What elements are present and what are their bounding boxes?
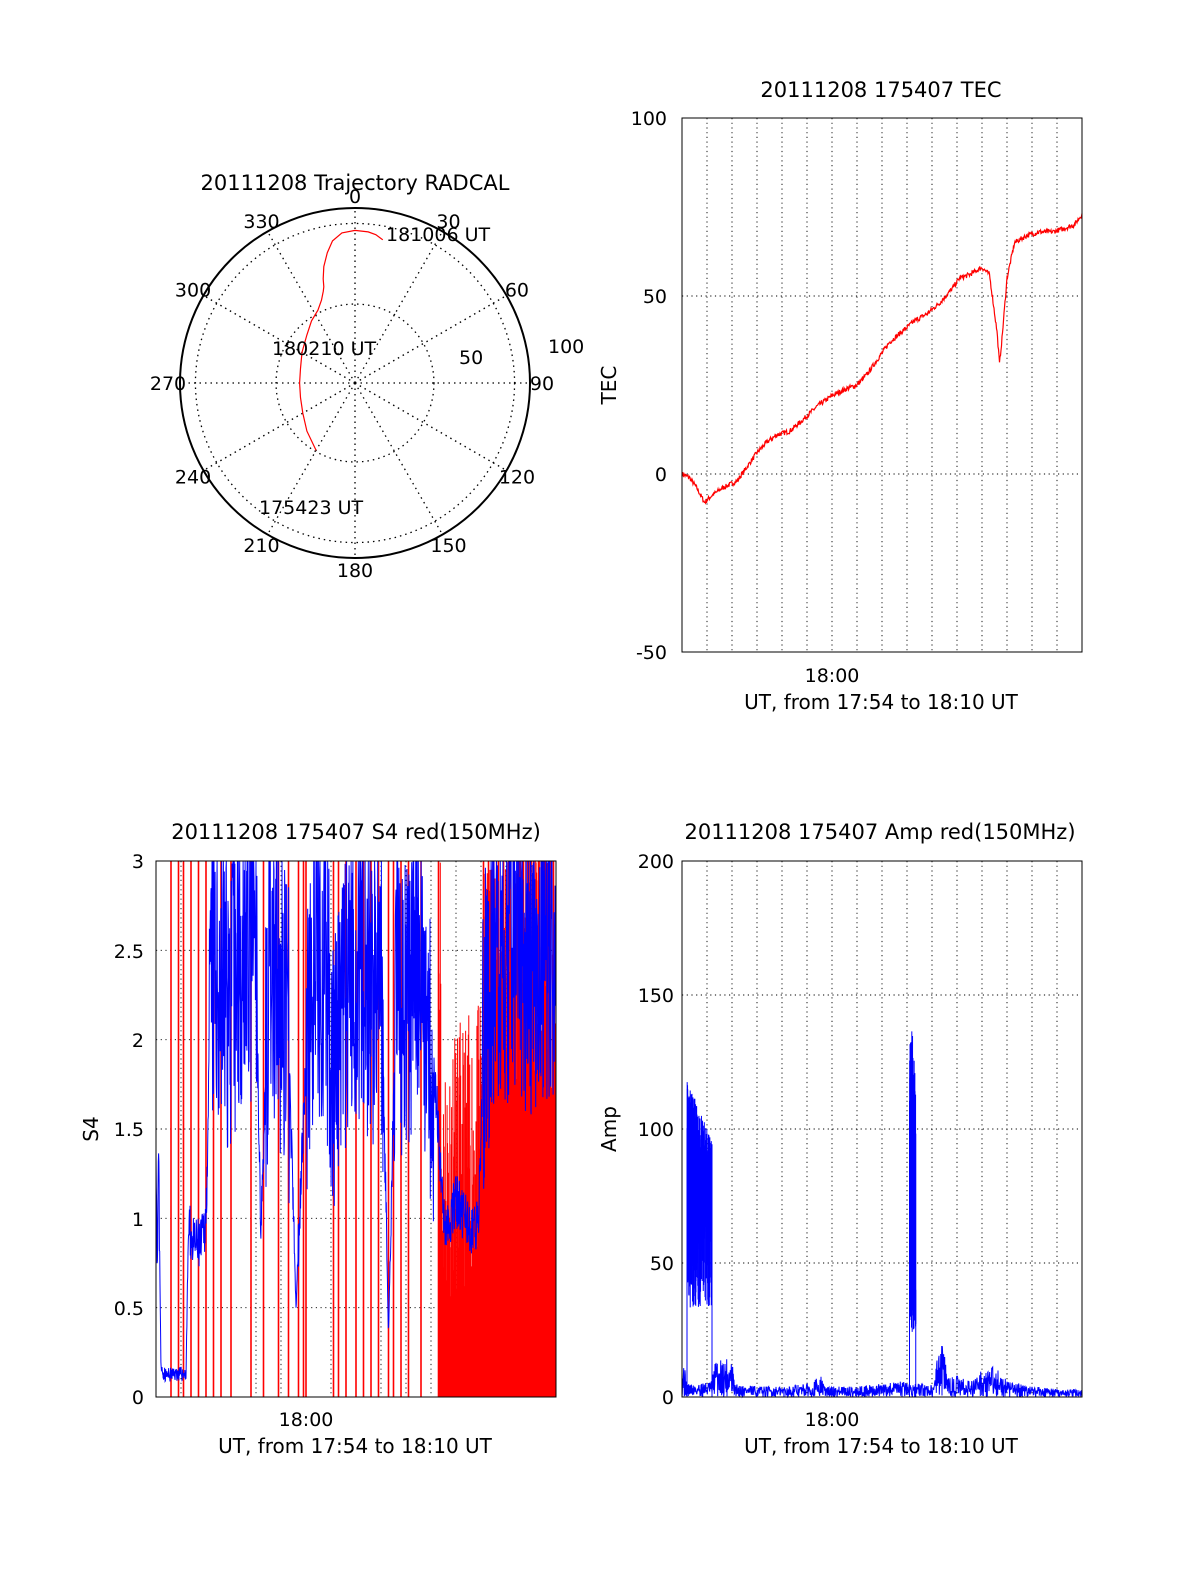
trajectory-line [298, 229, 384, 451]
polar-angle-label-120: 120 [499, 467, 535, 489]
s4-xtick-1800: 18:00 [279, 1409, 334, 1431]
tec-ytick-0: 0 [655, 464, 667, 486]
polar-angle-label-30: 30 [436, 211, 460, 233]
tec-ytick-50: 50 [643, 286, 667, 308]
amp-baseline-line [681, 1345, 1083, 1399]
amp-plot: 20111208 175407 Amp red(150MHz) 200 150 … [597, 820, 1083, 1458]
polar-angle-label-210: 210 [243, 535, 279, 557]
polar-grid [179, 207, 531, 559]
s4-ytick-1_5: 1.5 [114, 1119, 144, 1141]
tec-plot: 20111208 175407 TEC 100 50 0 -50 18:00 U… [597, 78, 1083, 714]
polar-angle-label-0: 0 [349, 186, 361, 208]
tec-ytick-neg50: -50 [636, 642, 667, 664]
polar-spoke-30 [354, 231, 444, 384]
amp-grid [682, 861, 1082, 1397]
s4-ytick-1: 1 [132, 1209, 144, 1231]
polar-angle-label-240: 240 [175, 467, 211, 489]
polar-angle-labels: 0 30 60 90 120 150 180 210 240 270 300 330 [150, 186, 554, 582]
s4-ytick-2: 2 [132, 1030, 144, 1052]
amp-title: 20111208 175407 Amp red(150MHz) [684, 820, 1075, 844]
annotation-end-time: 181006 UT [386, 224, 490, 246]
polar-ring-0 [275, 303, 435, 463]
polar-angle-label-180: 180 [337, 560, 373, 582]
polar-spoke-150 [354, 382, 444, 535]
amp-blue-series [681, 1031, 1083, 1399]
tec-line [681, 213, 1083, 505]
polar-angle-label-330: 330 [243, 211, 279, 233]
tec-ytick-100: 100 [631, 108, 667, 130]
amp-frame [681, 860, 1083, 1398]
polar-angle-label-60: 60 [505, 280, 529, 302]
s4-plot: 20111208 175407 S4 red(150MHz) 3 2.5 2 1… [79, 820, 557, 1458]
amp-ytick-0: 0 [662, 1387, 674, 1409]
trajectory-polar-plot: 20111208 Trajectory RADCAL 0 30 60 90 120 150… [150, 171, 584, 582]
tec-frame [681, 117, 1083, 653]
annotation-mid-time: 180210 UT [272, 338, 376, 360]
amp-ytick-200: 200 [638, 851, 674, 873]
tec-series [681, 213, 1083, 505]
s4-title: 20111208 175407 S4 red(150MHz) [171, 820, 541, 844]
radius-label-50: 50 [459, 347, 483, 369]
polar-title: 20111208 Trajectory RADCAL [201, 171, 510, 195]
polar-spoke-120 [354, 382, 507, 472]
s4-blue-line [155, 860, 557, 1384]
trajectory-path [298, 229, 384, 451]
amp-ytick-150: 150 [638, 985, 674, 1007]
s4-xlabel: UT, from 17:54 to 18:10 UT [218, 1434, 493, 1458]
s4-ytick-0_5: 0.5 [114, 1298, 144, 1320]
polar-spoke-330 [266, 231, 356, 384]
polar-angle-label-300: 300 [175, 280, 211, 302]
s4-ytick-3: 3 [132, 851, 144, 873]
polar-spoke-240 [203, 382, 356, 472]
tec-xtick-1800: 18:00 [805, 665, 860, 687]
amp-ylabel: Amp [597, 1106, 621, 1152]
amp-ytick-100: 100 [638, 1119, 674, 1141]
annotation-start-time: 175423 UT [259, 497, 363, 519]
s4-ytick-2_5: 2.5 [114, 941, 144, 963]
polar-angle-label-90: 90 [530, 373, 554, 395]
tec-title: 20111208 175407 TEC [760, 78, 1001, 102]
radius-label-100: 100 [548, 336, 584, 358]
polar-angle-label-270: 270 [150, 373, 186, 395]
tec-grid [682, 118, 1082, 652]
amp-xtick-1800: 18:00 [805, 1409, 860, 1431]
polar-angle-label-150: 150 [430, 535, 466, 557]
s4-ytick-0: 0 [132, 1387, 144, 1409]
polar-outer-circle [179, 207, 531, 559]
amp-xlabel: UT, from 17:54 to 18:10 UT [744, 1434, 1019, 1458]
polar-spoke-60 [354, 294, 507, 384]
tec-ylabel: TEC [597, 366, 621, 406]
s4-blue-series [155, 860, 557, 1384]
tec-xlabel: UT, from 17:54 to 18:10 UT [744, 690, 1019, 714]
amp-ytick-50: 50 [650, 1253, 674, 1275]
s4-frame [155, 860, 557, 1398]
s4-ylabel: S4 [79, 1116, 103, 1141]
